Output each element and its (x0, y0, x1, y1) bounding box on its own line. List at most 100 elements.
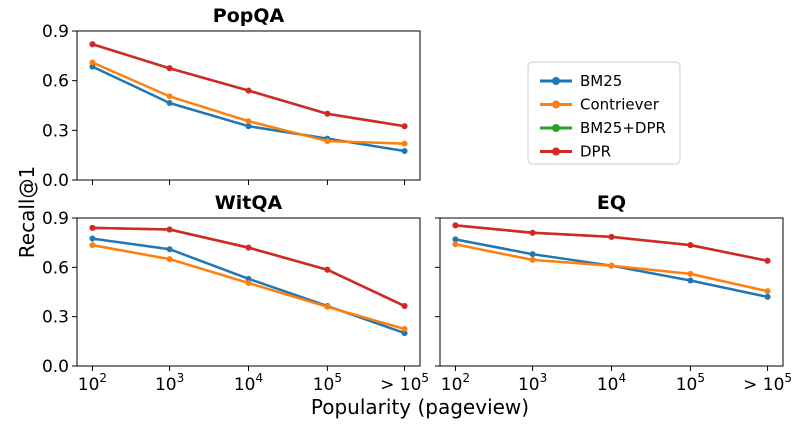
data-point (245, 279, 252, 286)
series-contriever (89, 242, 408, 332)
data-point (764, 257, 771, 264)
series-line (92, 226, 406, 308)
x-tick-label: 105 (313, 371, 342, 395)
x-tick-label: > 105 (743, 371, 792, 395)
data-point (764, 293, 771, 300)
data-point (608, 233, 615, 240)
data-point (89, 224, 96, 231)
legend-label: BM25+DPR (580, 119, 666, 137)
axes-frame (76, 30, 421, 181)
data-point (89, 235, 96, 242)
legend-label: BM25 (580, 72, 622, 90)
series-line (92, 226, 406, 308)
data-point (452, 236, 459, 243)
y-tick-label: 0.6 (42, 258, 69, 278)
panel-title: PopQA (213, 5, 285, 27)
data-point (89, 59, 96, 66)
data-point (245, 118, 252, 125)
series-line (92, 43, 405, 128)
series-line (92, 43, 405, 128)
data-point (166, 65, 173, 72)
x-tick-label: 103 (155, 371, 184, 395)
panel-popqa: PopQA 0.0 0.3 0.6 0.9 (42, 5, 421, 191)
x-tick-label: 104 (597, 371, 626, 395)
data-point (166, 246, 173, 253)
series-line (91, 65, 405, 153)
data-point (245, 244, 252, 251)
data-point (529, 256, 536, 263)
x-tick-label: 103 (518, 371, 547, 395)
axes-frame (439, 217, 784, 367)
data-point (89, 41, 96, 48)
data-point (324, 266, 331, 273)
series-line (91, 61, 405, 145)
data-point (608, 262, 615, 269)
data-point (687, 277, 694, 284)
series-dpr (452, 222, 771, 264)
y-tick-label: 0.9 (42, 22, 69, 42)
y-tick-label: 0.3 (42, 121, 69, 141)
series-line (455, 224, 768, 263)
y-axis-label: Recall@1 (15, 166, 39, 258)
x-tick-label: > 105 (380, 371, 429, 395)
data-point (401, 302, 408, 309)
legend-item-contriever: Contriever (540, 96, 660, 114)
data-point (401, 140, 408, 147)
data-point (529, 251, 536, 258)
series-bm25-dpr (89, 41, 408, 130)
legend: BM25 Contriever BM25+DPR DPR (527, 61, 681, 165)
data-point (245, 123, 252, 130)
data-point (401, 123, 408, 130)
data-point (166, 226, 173, 233)
x-tick-label: 104 (234, 371, 263, 395)
data-point (166, 93, 173, 100)
data-point (529, 229, 536, 236)
data-point (166, 100, 173, 107)
data-point (401, 148, 408, 155)
data-point (324, 110, 331, 117)
series-contriever (89, 59, 408, 147)
x-tick-label: 102 (441, 371, 470, 395)
legend-label: DPR (580, 143, 611, 161)
y-tick-label: 0.3 (42, 308, 69, 328)
series-contriever (452, 241, 771, 295)
data-point (401, 326, 408, 332)
legend-item-bm25-dpr: BM25+DPR (540, 119, 666, 137)
legend-marker (552, 77, 560, 85)
data-point (764, 288, 771, 295)
axes-frame (76, 217, 421, 367)
panel-title: EQ (597, 192, 626, 214)
data-point (324, 138, 331, 145)
data-point (687, 242, 694, 249)
x-axis-label: Popularity (pageview) (311, 395, 529, 419)
x-tick-label: 105 (676, 371, 705, 395)
series-dpr (89, 224, 408, 309)
series-bm25 (89, 63, 408, 155)
series-dpr (89, 41, 408, 130)
legend-frame (527, 61, 681, 165)
x-tick-label: 102 (78, 371, 107, 395)
legend-marker (552, 100, 560, 109)
data-point (245, 87, 252, 94)
legend-marker (552, 124, 560, 132)
y-tick-label: 0.9 (42, 209, 69, 229)
legend-marker (552, 147, 560, 156)
panel-witqa: WitQA 0.0 0.3 0.6 0.9 102 103 104 105 > 105 (42, 192, 429, 395)
data-point (452, 222, 459, 229)
data-point (89, 63, 96, 70)
data-point (324, 303, 331, 310)
legend-item-bm25: BM25 (540, 72, 622, 90)
y-tick-label: 0.0 (42, 357, 69, 377)
panel-title: WitQA (215, 192, 283, 214)
data-point (687, 270, 694, 277)
data-point (401, 330, 408, 337)
data-point (166, 256, 173, 263)
series-bm25-dpr (89, 224, 408, 309)
data-point (452, 241, 459, 248)
data-point (89, 242, 96, 249)
series-line (92, 243, 405, 331)
y-tick-label: 0.0 (42, 171, 69, 191)
data-point (245, 275, 252, 282)
y-tick-label: 0.6 (42, 72, 69, 92)
